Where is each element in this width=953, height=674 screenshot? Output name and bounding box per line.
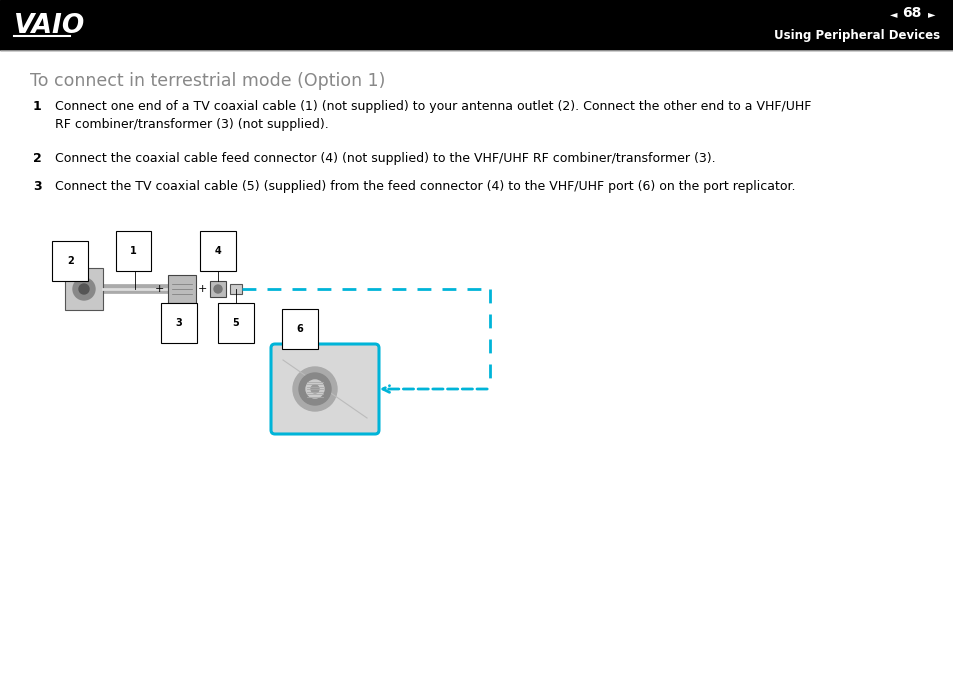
FancyBboxPatch shape <box>271 344 378 434</box>
Circle shape <box>73 278 95 300</box>
Bar <box>210 281 226 297</box>
Bar <box>65 268 103 310</box>
Text: 3: 3 <box>175 318 182 328</box>
Text: +: + <box>197 284 207 294</box>
Text: Connect the coaxial cable feed connector (4) (not supplied) to the VHF/UHF RF co: Connect the coaxial cable feed connector… <box>55 152 715 165</box>
Text: 6: 6 <box>296 324 303 334</box>
Text: 1: 1 <box>33 100 42 113</box>
Text: 2: 2 <box>33 152 42 165</box>
Text: Connect one end of a TV coaxial cable (1) (not supplied) to your antenna outlet : Connect one end of a TV coaxial cable (1… <box>55 100 810 131</box>
Text: VAIO: VAIO <box>14 13 85 39</box>
Circle shape <box>306 380 324 398</box>
Circle shape <box>213 285 222 293</box>
Text: 68: 68 <box>902 6 921 20</box>
Text: 5: 5 <box>233 318 239 328</box>
Text: 2: 2 <box>67 256 73 266</box>
Text: ◄: ◄ <box>888 9 896 19</box>
Circle shape <box>311 385 318 393</box>
Text: 4: 4 <box>214 246 221 256</box>
Text: ►: ► <box>927 9 935 19</box>
Bar <box>0 0 953 50</box>
Text: 1: 1 <box>130 246 136 256</box>
Bar <box>168 275 195 303</box>
Text: To connect in terrestrial mode (Option 1): To connect in terrestrial mode (Option 1… <box>30 72 385 90</box>
Text: Using Peripheral Devices: Using Peripheral Devices <box>773 30 939 42</box>
Text: +: + <box>154 284 164 294</box>
Text: Connect the TV coaxial cable (5) (supplied) from the feed connector (4) to the V: Connect the TV coaxial cable (5) (suppli… <box>55 180 795 193</box>
Bar <box>230 284 242 294</box>
Circle shape <box>293 367 336 411</box>
Text: 3: 3 <box>33 180 42 193</box>
Circle shape <box>79 284 89 294</box>
Circle shape <box>298 373 331 405</box>
